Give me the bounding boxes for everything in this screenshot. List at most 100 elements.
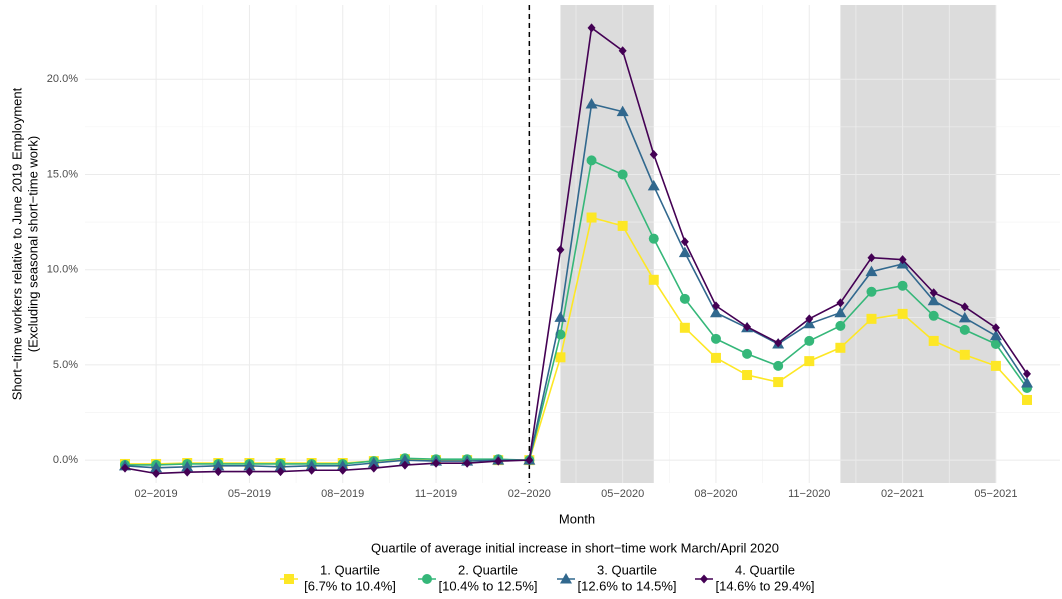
marker [927, 294, 940, 306]
marker [525, 455, 534, 465]
x-tick-label: 02−2020 [508, 488, 551, 500]
marker [835, 342, 846, 353]
legend-label: [10.4% to 12.5%] [438, 578, 537, 593]
marker [150, 461, 163, 473]
y-tick-label: 15.0% [47, 168, 78, 180]
marker [556, 245, 565, 255]
series-line [124, 26, 1028, 475]
marker [679, 322, 690, 333]
y-axis-label: (Excluding seasonal short−time work) [25, 136, 40, 352]
marker [742, 370, 753, 381]
marker [276, 467, 285, 477]
marker [710, 352, 721, 363]
marker [897, 280, 908, 291]
x-tick-label: 05−2019 [228, 488, 271, 500]
x-tick-label: 11−2019 [415, 488, 457, 500]
marker [369, 463, 378, 473]
y-axis-label: Short−time workers relative to June 2019… [9, 87, 24, 400]
marker [243, 459, 256, 471]
marker [367, 457, 380, 468]
x-axis-label: Month [559, 511, 595, 526]
x-tick-label: 11−2020 [788, 488, 830, 500]
marker [1023, 369, 1031, 379]
marker [617, 220, 628, 231]
marker [274, 460, 287, 472]
shaded-region [560, 5, 654, 483]
marker [928, 310, 939, 321]
marker [958, 311, 971, 323]
marker [835, 320, 846, 331]
marker [897, 308, 908, 319]
marker [805, 314, 814, 324]
marker [121, 463, 129, 473]
marker [679, 293, 690, 304]
x-tick-label: 05−2021 [974, 488, 1017, 500]
marker [647, 179, 660, 191]
x-tick-label: 08−2020 [694, 488, 737, 500]
marker [648, 233, 659, 244]
legend-title: Quartile of average initial increase in … [371, 540, 779, 555]
marker [743, 322, 752, 332]
series-line [124, 103, 1028, 469]
marker [214, 467, 223, 477]
x-tick-label: 08−2019 [321, 488, 364, 500]
y-tick-label: 20.0% [47, 73, 78, 85]
marker [1022, 394, 1032, 405]
legend-label: 3. Quartile [597, 562, 657, 577]
x-tick-label: 05−2020 [601, 488, 644, 500]
marker [398, 454, 411, 465]
plot-background [85, 5, 1060, 483]
marker [700, 574, 708, 584]
marker [152, 468, 161, 478]
marker [929, 288, 938, 298]
marker [336, 459, 349, 471]
marker [678, 246, 691, 258]
marker [618, 46, 627, 56]
legend-item: 1. Quartile[6.7% to 10.4%] [280, 562, 396, 593]
legend-item: 3. Quartile[12.6% to 14.5%] [557, 562, 677, 593]
marker [212, 459, 225, 471]
series-line [125, 216, 1028, 465]
legend-label: [6.7% to 10.4%] [304, 578, 396, 593]
marker [710, 333, 721, 344]
series-line [125, 159, 1028, 466]
marker [709, 306, 722, 318]
legend-label: [12.6% to 14.5%] [577, 578, 676, 593]
y-tick-label: 0.0% [53, 454, 78, 466]
marker [617, 169, 628, 180]
marker [804, 335, 815, 346]
marker [554, 311, 567, 322]
marker [866, 286, 877, 297]
marker [432, 458, 441, 468]
y-tick-label: 10.0% [47, 264, 78, 276]
marker [463, 458, 472, 468]
marker [587, 23, 596, 33]
marker [560, 573, 572, 584]
marker [284, 574, 294, 584]
y-tick-label: 5.0% [53, 359, 78, 371]
marker [959, 324, 970, 335]
legend-label: [14.6% to 29.4%] [715, 578, 814, 593]
marker [586, 212, 597, 223]
marker [245, 467, 254, 477]
x-tick-label: 02−2021 [881, 488, 924, 500]
legend-label: 1. Quartile [320, 562, 380, 577]
marker [649, 149, 658, 159]
marker [773, 377, 784, 388]
marker [648, 274, 659, 285]
marker [494, 456, 503, 466]
marker [183, 467, 192, 477]
marker [680, 237, 689, 247]
marker [585, 98, 598, 109]
marker [898, 255, 907, 265]
marker [960, 302, 969, 312]
marker [555, 352, 566, 363]
x-tick-label: 02−2019 [135, 488, 178, 500]
marker [400, 460, 409, 470]
marker [989, 329, 1002, 341]
marker [616, 105, 629, 117]
marker [990, 360, 1001, 371]
marker [1021, 377, 1033, 388]
shaded-region [840, 5, 996, 483]
